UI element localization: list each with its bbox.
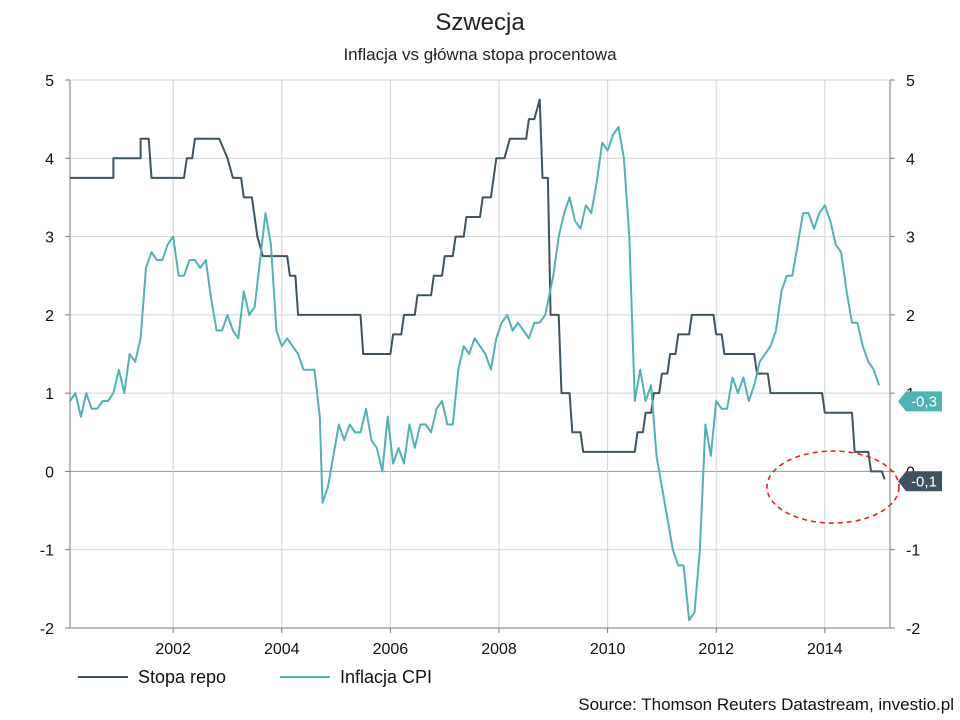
y-tick-label-left: 4: [45, 151, 54, 168]
y-tick-label-left: 0: [45, 464, 54, 481]
legend: Stopa repo Inflacja CPI: [78, 667, 432, 687]
end-tag-shape: [898, 471, 942, 492]
end-labels: -0,1 -0,3: [898, 391, 942, 492]
end-tag-label: -0,3: [911, 393, 937, 410]
highlight-ellipse: [766, 450, 900, 524]
y-tick-label-left: -1: [40, 543, 54, 560]
y-tick-label-left: 5: [45, 73, 54, 90]
end-tag-inflacja-cpi: -0,3: [898, 391, 942, 412]
y-tick-label-right: 3: [906, 230, 915, 247]
x-tick-label: 2010: [590, 641, 626, 658]
end-tag-label: -0,1: [911, 473, 937, 490]
source-note: Source: Thomson Reuters Datastream, inve…: [578, 695, 954, 714]
series-line-stopa-repo: [70, 98, 886, 480]
legend-label-stopa-repo: Stopa repo: [138, 667, 226, 687]
x-tick-label: 2008: [481, 641, 517, 658]
y-tick-label-right: 4: [906, 151, 915, 168]
y-axis-left: -2 -1 0 1 2 3 4 5: [40, 73, 70, 638]
x-tick-label: 2002: [155, 641, 191, 658]
y-tick-label-right: 2: [906, 308, 915, 325]
grid: [70, 79, 890, 629]
y-tick-label-right: -1: [906, 543, 920, 560]
series-group: [69, 98, 886, 622]
x-tick-label: 2006: [373, 641, 409, 658]
chart-subtitle: Inflacja vs główna stopa procentowa: [343, 45, 617, 64]
x-tick-label: 2004: [264, 641, 300, 658]
y-tick-label-right: 5: [906, 73, 915, 90]
y-tick-label-left: -2: [40, 621, 54, 638]
axes: [69, 80, 891, 629]
x-axis: 2002 2004 2006 2008 2010 2012 2014: [155, 628, 843, 658]
end-tag-stopa-repo: -0,1: [898, 471, 942, 492]
y-tick-label-right: -2: [906, 621, 920, 638]
y-tick-label-left: 1: [45, 386, 54, 403]
legend-label-inflacja-cpi: Inflacja CPI: [340, 667, 432, 687]
x-tick-label: 2012: [698, 641, 734, 658]
chart-title: Szwecja: [435, 9, 525, 36]
series-line-inflacja-cpi: [69, 126, 881, 622]
y-tick-label-left: 3: [45, 230, 54, 247]
x-tick-label: 2014: [807, 641, 843, 658]
y-tick-label-left: 2: [45, 308, 54, 325]
end-tag-shape: [898, 391, 942, 412]
